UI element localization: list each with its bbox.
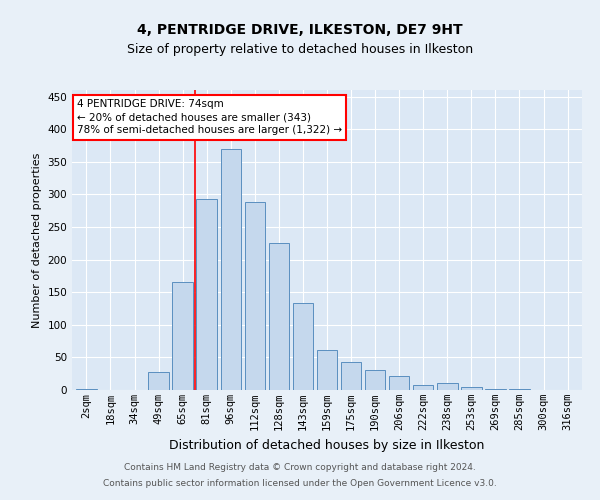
Bar — [365, 370, 385, 390]
X-axis label: Distribution of detached houses by size in Ilkeston: Distribution of detached houses by size … — [169, 438, 485, 452]
Bar — [389, 376, 409, 390]
Bar — [245, 202, 265, 390]
Bar — [317, 350, 337, 390]
Bar — [269, 244, 289, 390]
Text: Size of property relative to detached houses in Ilkeston: Size of property relative to detached ho… — [127, 42, 473, 56]
Bar — [148, 372, 169, 390]
Bar — [413, 385, 433, 390]
Bar — [293, 304, 313, 390]
Bar — [461, 386, 482, 390]
Bar — [341, 362, 361, 390]
Bar — [437, 384, 458, 390]
Bar — [485, 388, 506, 390]
Bar — [221, 148, 241, 390]
Text: 4 PENTRIDGE DRIVE: 74sqm
← 20% of detached houses are smaller (343)
78% of semi-: 4 PENTRIDGE DRIVE: 74sqm ← 20% of detach… — [77, 99, 342, 136]
Y-axis label: Number of detached properties: Number of detached properties — [32, 152, 42, 328]
Text: 4, PENTRIDGE DRIVE, ILKESTON, DE7 9HT: 4, PENTRIDGE DRIVE, ILKESTON, DE7 9HT — [137, 22, 463, 36]
Bar — [196, 199, 217, 390]
Text: Contains HM Land Registry data © Crown copyright and database right 2024.: Contains HM Land Registry data © Crown c… — [124, 464, 476, 472]
Text: Contains public sector information licensed under the Open Government Licence v3: Contains public sector information licen… — [103, 478, 497, 488]
Bar — [172, 282, 193, 390]
